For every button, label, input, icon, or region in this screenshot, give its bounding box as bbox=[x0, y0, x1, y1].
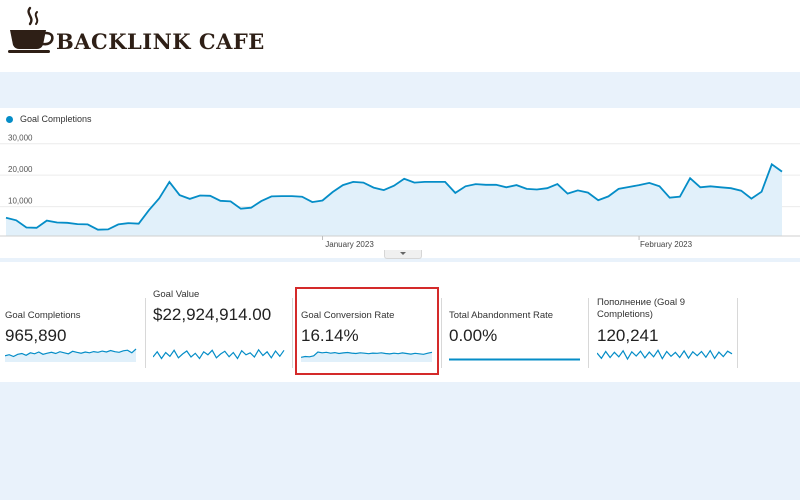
y-tick-label: 10,000 bbox=[8, 197, 33, 206]
metric-value: $22,924,914.00 bbox=[153, 305, 272, 324]
metric-title: Goal Conversion Rate bbox=[301, 310, 395, 321]
metric-sparkline bbox=[301, 351, 433, 362]
metric-title: Goal Completions bbox=[5, 310, 81, 321]
metric-sparkline bbox=[449, 358, 580, 361]
metric-card-total-abandonment-rate[interactable]: Total Abandonment Rate 0.00% bbox=[444, 262, 586, 380]
metric-divider bbox=[292, 298, 293, 368]
x-tick-label: January 2023 bbox=[325, 240, 374, 249]
metric-sparkline bbox=[5, 348, 137, 362]
chart-legend[interactable]: Goal Completions bbox=[6, 114, 92, 124]
series-area bbox=[6, 164, 782, 236]
y-tick-label: 20,000 bbox=[8, 165, 33, 174]
metric-card-goal9-completions[interactable]: Пополнение (Goal 9 Completions) 120,241 bbox=[592, 262, 737, 380]
metric-title: Total Abandonment Rate bbox=[449, 310, 554, 321]
collapse-chart-toggle[interactable] bbox=[384, 250, 422, 259]
metric-divider bbox=[737, 298, 738, 368]
metric-value: 120,241 bbox=[597, 326, 659, 345]
sparkline-line bbox=[5, 348, 137, 358]
site-header: BACKLINK CAFE bbox=[0, 0, 800, 72]
metrics-row: Goal Completions 965,890 Goal Value $22,… bbox=[0, 262, 800, 382]
brand-name: BACKLINK CAFE bbox=[56, 29, 265, 54]
sparkline-area bbox=[301, 352, 432, 362]
metric-divider bbox=[145, 298, 146, 368]
metric-card-goal-value[interactable]: Goal Value $22,924,914.00 bbox=[148, 262, 290, 380]
metric-value: 0.00% bbox=[449, 326, 498, 345]
metric-card-goal-conversion-rate[interactable]: Goal Conversion Rate 16.14% bbox=[296, 262, 438, 380]
metric-divider bbox=[588, 298, 589, 368]
legend-label: Goal Completions bbox=[20, 114, 92, 124]
sparkline-area bbox=[5, 349, 136, 362]
metric-title: Goal Value bbox=[153, 289, 200, 300]
sparkline-line bbox=[153, 348, 285, 360]
metric-card-goal-completions[interactable]: Goal Completions 965,890 bbox=[0, 262, 142, 380]
legend-dot-icon bbox=[6, 115, 13, 123]
metric-value: 16.14% bbox=[301, 326, 359, 345]
metric-sparkline bbox=[153, 348, 285, 360]
metric-sparkline bbox=[597, 349, 733, 361]
goal-completions-chart[interactable]: 30,000 20,000 10,000 January 2023 February 2… bbox=[0, 126, 800, 252]
x-tick-label: February 2023 bbox=[640, 240, 693, 249]
series-line bbox=[5, 162, 783, 231]
y-tick-label: 30,000 bbox=[8, 134, 33, 143]
sparkline-line bbox=[301, 351, 433, 358]
highlight-box bbox=[295, 287, 439, 375]
coffee-cup-icon bbox=[8, 6, 54, 53]
metric-divider bbox=[441, 298, 442, 368]
metric-value: 965,890 bbox=[5, 326, 67, 345]
sparkline-line bbox=[597, 349, 733, 361]
metric-title: Пополнение (Goal 9 Completions) bbox=[597, 297, 686, 320]
